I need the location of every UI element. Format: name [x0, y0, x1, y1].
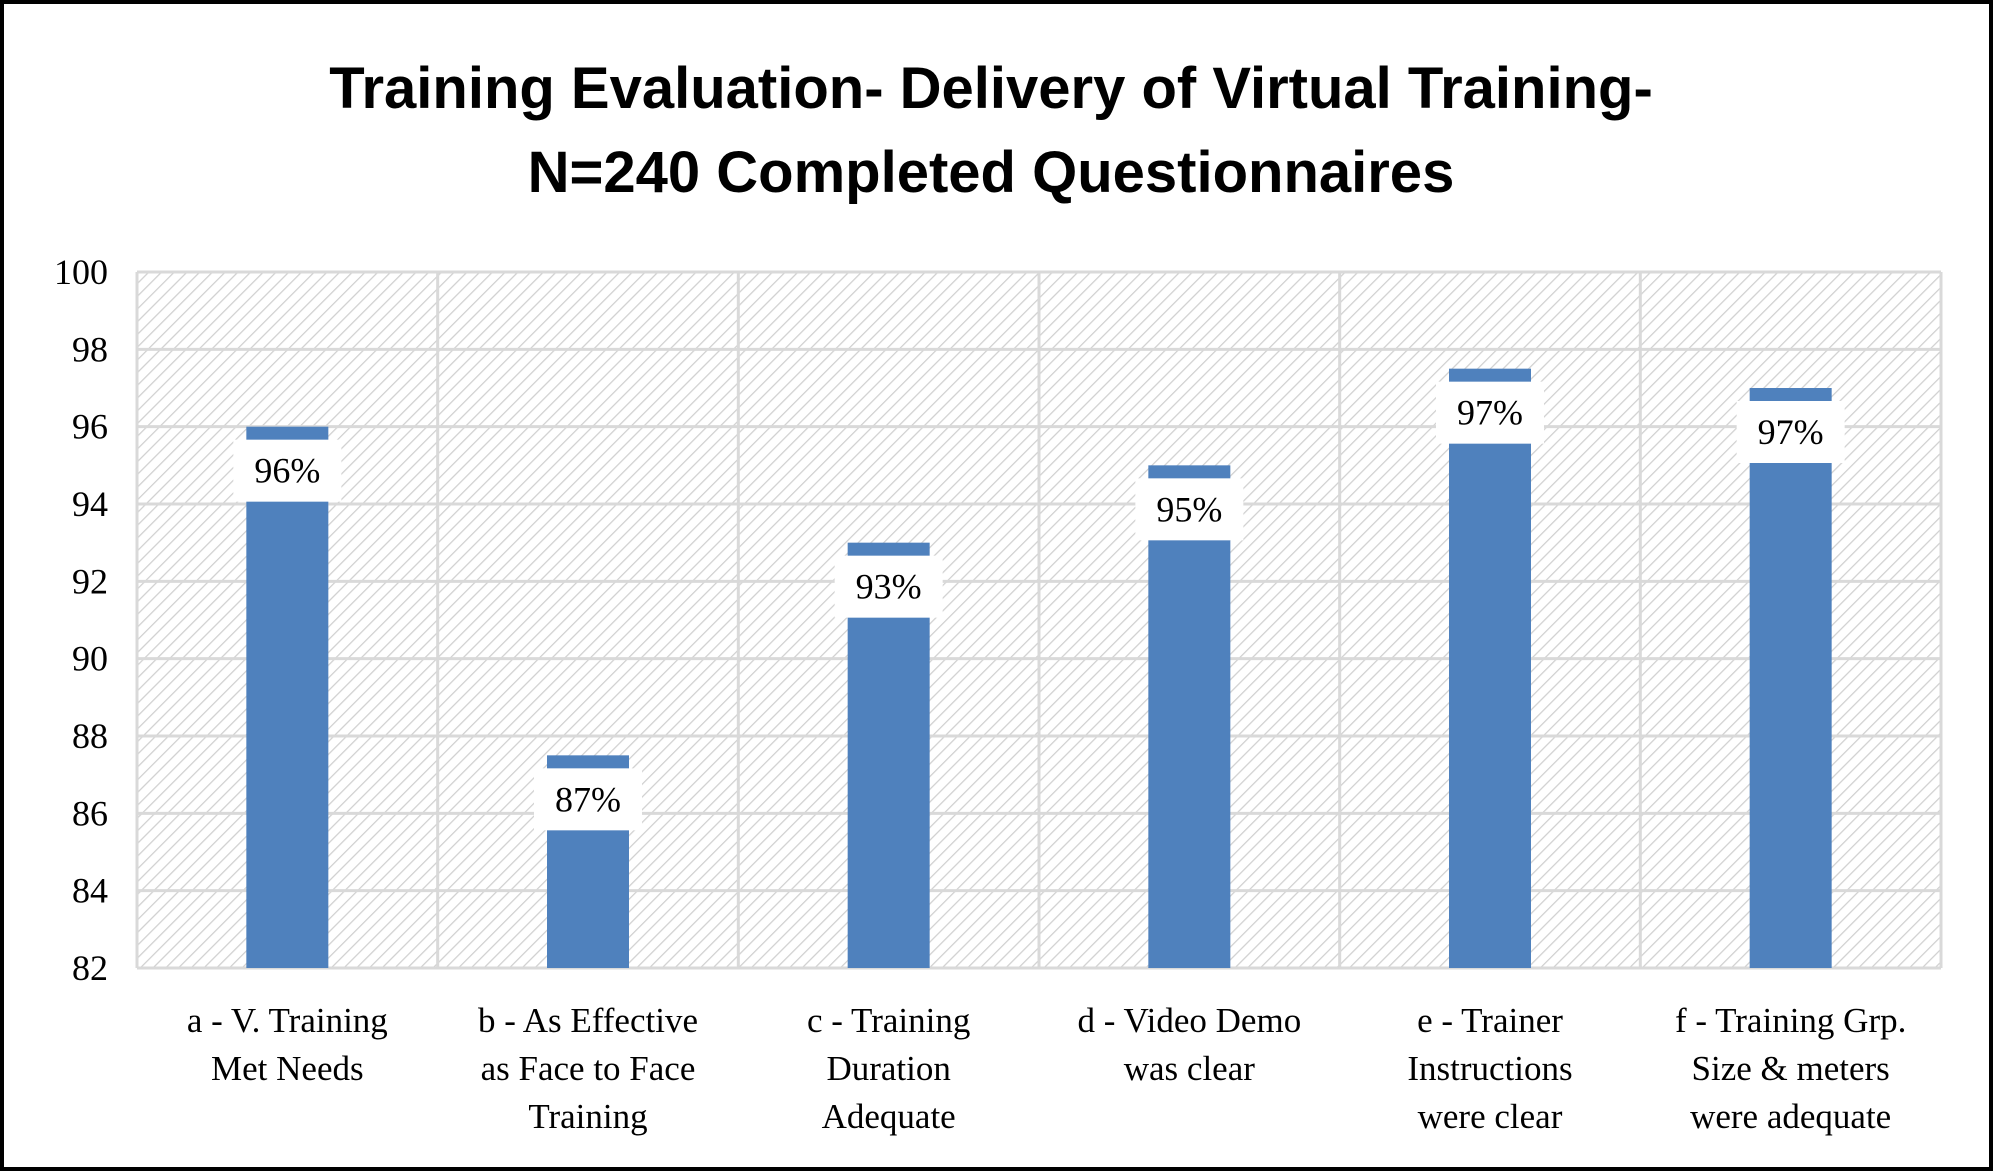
- y-tick-label: 92: [72, 561, 108, 601]
- y-tick-label: 84: [72, 871, 108, 911]
- category-label: c - Training: [807, 1001, 970, 1040]
- category-label: as Face to Face: [481, 1049, 696, 1088]
- category-label: f - Training Grp.: [1675, 1001, 1906, 1040]
- y-tick-label: 88: [72, 716, 108, 756]
- data-label-box: [834, 555, 943, 618]
- y-tick-label: 100: [54, 252, 108, 292]
- data-label: 96%: [254, 451, 320, 491]
- bar-0: [246, 426, 329, 969]
- y-tick-label: 98: [72, 329, 108, 369]
- category-label: Adequate: [822, 1097, 956, 1136]
- bar-4: [1449, 368, 1531, 969]
- y-tick-label: 82: [72, 948, 108, 988]
- data-label-box: [233, 439, 342, 502]
- category-label: d - Video Demo: [1077, 1001, 1301, 1040]
- category-label: Size & meters: [1692, 1049, 1890, 1088]
- data-label-box: [1736, 401, 1845, 463]
- data-label: 95%: [1156, 489, 1222, 529]
- bar-3: [1148, 465, 1231, 968]
- data-label: 97%: [1457, 393, 1523, 433]
- data-label: 87%: [555, 779, 621, 819]
- y-tick-label: 96: [72, 407, 108, 447]
- category-label: were adequate: [1690, 1097, 1891, 1136]
- data-label: 93%: [856, 567, 922, 607]
- data-label-box: [1135, 478, 1244, 541]
- category-label: Instructions: [1407, 1049, 1572, 1088]
- category-label: Met Needs: [211, 1049, 364, 1088]
- category-label: Training: [528, 1097, 647, 1136]
- category-label: b - As Effective: [478, 1001, 698, 1040]
- category-label: a - V. Training: [187, 1001, 388, 1040]
- y-tick-label: 86: [72, 793, 108, 833]
- category-label: were clear: [1418, 1097, 1563, 1136]
- data-label: 97%: [1758, 412, 1824, 452]
- data-label-box: [1436, 381, 1544, 444]
- bar-5: [1749, 388, 1832, 968]
- category-label: was clear: [1124, 1049, 1256, 1088]
- y-tick-label: 90: [72, 639, 108, 679]
- category-label: e - Trainer: [1417, 1001, 1563, 1040]
- y-tick-label: 94: [72, 484, 108, 524]
- chart-title-line-2: N=240 Completed Questionnaires: [528, 140, 1455, 205]
- chart-title-line-1: Training Evaluation- Delivery of Virtual…: [329, 56, 1653, 121]
- data-label-box: [534, 768, 642, 831]
- category-label: Duration: [826, 1049, 950, 1088]
